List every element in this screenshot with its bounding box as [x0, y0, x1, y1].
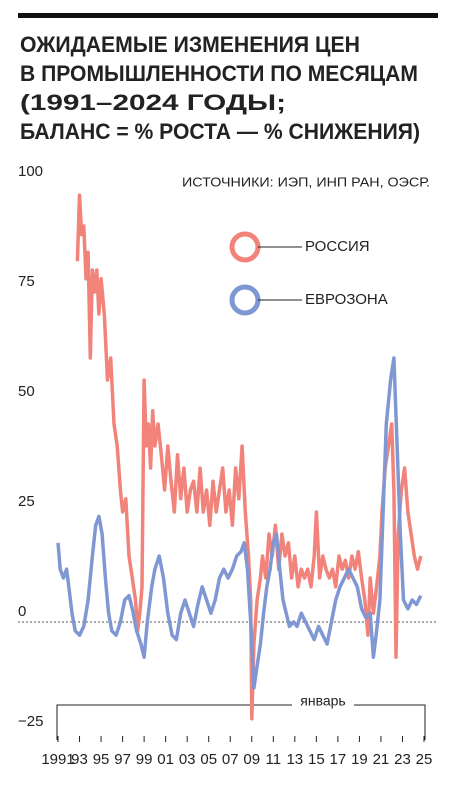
- annotation: январь: [300, 693, 345, 709]
- x-tick-label: 95: [93, 751, 110, 768]
- legend-label: ЕВРОЗОНА: [305, 291, 388, 308]
- y-tick-label: 25: [18, 493, 35, 510]
- chart-title: БАЛАНС = % РОСТА — % СНИЖЕНИЯ): [20, 119, 420, 144]
- legend-label: РОССИЯ: [305, 238, 370, 255]
- top-bar: [18, 13, 438, 18]
- y-tick-label: 75: [18, 273, 35, 290]
- x-tick-label: 25: [416, 751, 433, 768]
- x-tick-label: 09: [243, 751, 260, 768]
- source: ИСТОЧНИКИ: ИЭП, ИНП РАН, ОЭСР.: [182, 174, 430, 189]
- y-tick-label: 50: [18, 383, 35, 400]
- legend-marker: [229, 231, 261, 263]
- series-line: [56, 356, 423, 690]
- series-line: [75, 193, 423, 721]
- x-tick-label: 01: [157, 751, 174, 768]
- y-tick-label: −25: [18, 713, 43, 730]
- x-tick-label: 1991: [41, 751, 74, 768]
- x-tick-label: 13: [286, 751, 303, 768]
- x-tick-label: 15: [308, 751, 325, 768]
- bracket: [56, 704, 426, 740]
- x-tick-label: 93: [71, 751, 88, 768]
- x-tick-label: 23: [394, 751, 411, 768]
- x-tick-label: 03: [179, 751, 196, 768]
- x-tick-label: 97: [114, 751, 131, 768]
- x-tick-label: 99: [136, 751, 153, 768]
- x-tick-label: 07: [222, 751, 239, 768]
- chart-title: (1991–2024 ГОДЫ;: [20, 90, 286, 115]
- y-tick-label: 0: [18, 603, 26, 620]
- x-tick-label: 11: [266, 751, 282, 768]
- x-tick-label: 05: [200, 751, 217, 768]
- annotation-bg: [292, 694, 354, 712]
- x-tick-label: 17: [330, 751, 347, 768]
- legend-marker: [229, 284, 261, 316]
- x-tick-label: 21: [373, 751, 390, 768]
- chart-title: ОЖИДАЕМЫЕ ИЗМЕНЕНИЯ ЦЕН: [20, 32, 360, 57]
- x-tick-label: 19: [351, 751, 368, 768]
- y-tick-label: 100: [18, 163, 43, 180]
- chart-title: В ПРОМЫШЛЕННОСТИ ПО МЕСЯЦАМ: [20, 61, 418, 86]
